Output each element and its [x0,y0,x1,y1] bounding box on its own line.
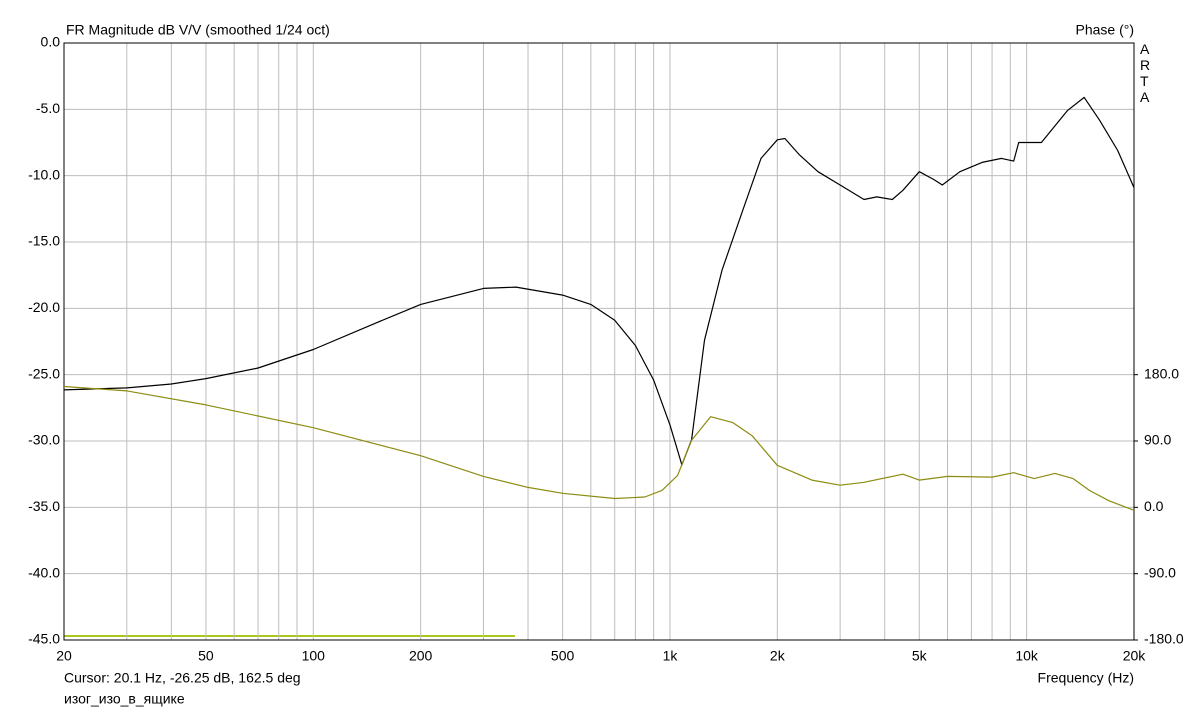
x-tick-label: 20k [1123,648,1147,664]
chart-title: FR Magnitude dB V/V (smoothed 1/24 oct) [66,22,330,38]
y2-tick-label: -90.0 [1144,564,1176,580]
y-tick-label: -45.0 [28,631,60,647]
x-tick-label: 1k [663,648,679,664]
x-tick-label: 20 [56,648,72,664]
series-line [63,385,1135,511]
y-tick-label: -5.0 [36,100,60,116]
x-tick-label: 10k [1015,648,1039,664]
y-tick-label: -30.0 [28,432,60,448]
y-tick-label: 0.0 [41,34,61,50]
x-tick-label: 50 [198,648,214,664]
y2-tick-label: 90.0 [1144,432,1171,448]
y2-tick-label: 0.0 [1144,498,1164,514]
y-tick-label: -35.0 [28,498,60,514]
series-line [63,96,1135,466]
file-name: изог_изо_в_ящике [64,691,185,707]
x-tick-label: 5k [912,648,928,664]
plot-frame [63,42,1135,641]
y-tick-label: -25.0 [28,365,60,381]
x-axis-label: Frequency (Hz) [1038,670,1134,686]
y-tick-label: -10.0 [28,166,60,182]
y2-tick-label: 180.0 [1144,365,1179,381]
x-tick-label: 100 [302,648,326,664]
cursor-readout: Cursor: 20.1 Hz, -26.25 dB, 162.5 deg [64,670,301,686]
x-tick-label: 500 [551,648,575,664]
y-tick-label: -40.0 [28,564,60,580]
y2-tick-label: -180.0 [1144,631,1184,647]
x-tick-label: 2k [770,648,786,664]
y-tick-label: -20.0 [28,299,60,315]
y-tick-label: -15.0 [28,233,60,249]
y2-axis-label: Phase (°) [1075,22,1134,38]
x-tick-label: 200 [409,648,433,664]
